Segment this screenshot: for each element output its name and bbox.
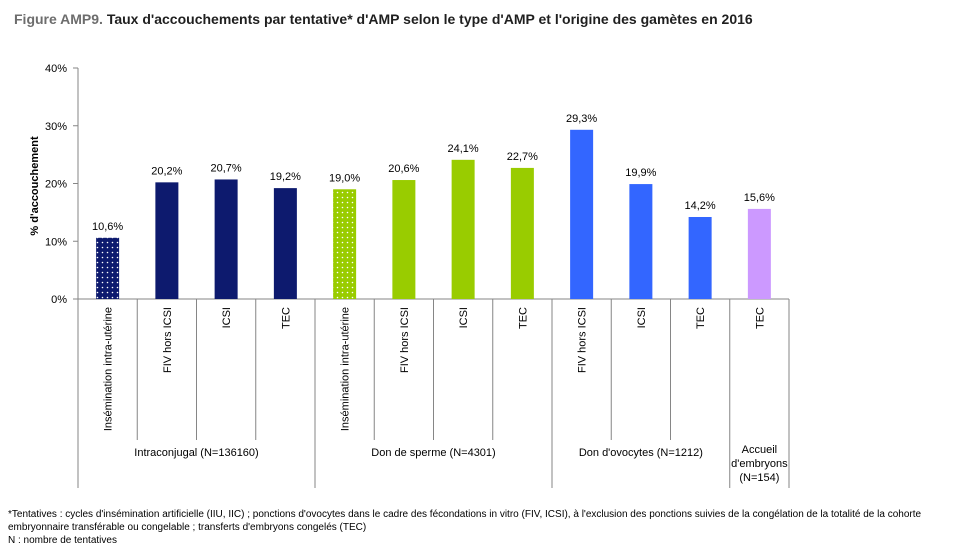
bar	[451, 159, 475, 299]
category-label: TEC	[695, 307, 707, 329]
data-label: 22,7%	[507, 151, 538, 163]
bar	[96, 237, 120, 299]
bar	[510, 167, 534, 299]
y-tick-label: 10%	[45, 236, 67, 248]
data-label: 20,7%	[211, 162, 242, 174]
category-label: ICSI	[221, 307, 233, 328]
y-tick-label: 30%	[45, 121, 67, 133]
y-tick-label: 0%	[51, 294, 67, 306]
category-label: TEC	[754, 307, 766, 329]
data-label: 29,3%	[566, 113, 597, 125]
figure-number: Figure AMP9.	[14, 11, 103, 27]
bar	[155, 182, 179, 299]
data-label: 19,0%	[329, 172, 360, 184]
category-label: ICSI	[636, 307, 648, 328]
data-label: 20,6%	[388, 163, 419, 175]
group-label: Don de sperme (N=4301)	[371, 447, 495, 459]
category-label: TEC	[517, 307, 529, 329]
bar	[688, 216, 712, 299]
bar	[214, 179, 238, 299]
bar	[747, 208, 771, 299]
data-label: 15,6%	[744, 192, 775, 204]
bar	[273, 188, 297, 299]
category-label: FIV hors ICSI	[399, 307, 411, 373]
category-label: FIV hors ICSI	[577, 307, 589, 373]
y-tick-label: 20%	[45, 179, 67, 191]
category-label: FIV hors ICSI	[162, 307, 174, 373]
category-label: Insémination intra-utérine	[340, 307, 352, 431]
bar	[333, 189, 357, 299]
data-label: 24,1%	[448, 143, 479, 155]
bar	[570, 129, 594, 299]
category-label: Insémination intra-utérine	[103, 307, 115, 431]
data-label: 20,2%	[151, 165, 182, 177]
footnote-tentatives: *Tentatives : cycles d'insémination arti…	[8, 509, 922, 533]
footnotes: *Tentatives : cycles d'insémination arti…	[8, 508, 976, 547]
chart-title: Figure AMP9. Taux d'accouchements par te…	[14, 11, 753, 27]
y-axis-label: % d'accouchement	[29, 136, 41, 236]
bar-chart: % d'accouchement 0% 10% 20% 30% 40% 10,6% 20,…	[29, 63, 790, 488]
data-label: 19,9%	[625, 167, 656, 179]
y-tick-label: 40%	[45, 63, 67, 75]
bar	[392, 180, 416, 299]
category-label: TEC	[280, 307, 292, 329]
group-label: Don d'ovocytes (N=1212)	[579, 447, 703, 459]
group-label: d'embryons	[731, 458, 788, 470]
data-label: 10,6%	[92, 221, 123, 233]
category-label: ICSI	[458, 307, 470, 328]
group-label: Intraconjugal (N=136160)	[134, 447, 258, 459]
group-label: Accueil	[742, 444, 777, 456]
group-label: (N=154)	[739, 472, 779, 484]
data-label: 14,2%	[685, 200, 716, 212]
data-label: 19,2%	[270, 171, 301, 183]
footnote-n: N : nombre de tentatives	[8, 535, 117, 546]
bar	[629, 184, 653, 299]
figure-title: Taux d'accouchements par tentative* d'AM…	[106, 11, 753, 27]
